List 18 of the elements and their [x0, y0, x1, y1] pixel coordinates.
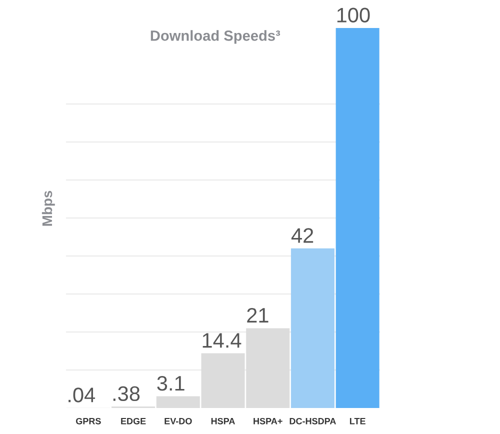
- y-axis-title: Mbps: [42, 190, 55, 226]
- x-tick-label: HSPA: [211, 418, 235, 424]
- x-tick-label: EV-DO: [164, 418, 192, 424]
- data-label: .04: [68, 388, 96, 402]
- x-tick-label: DC-HSDPA: [290, 418, 336, 424]
- bar: [290, 248, 334, 408]
- x-tick-label: HSPA+: [254, 418, 282, 424]
- data-label: 14.4: [202, 333, 242, 348]
- x-tick-label: LTE: [350, 418, 366, 424]
- data-label: 21: [247, 308, 268, 322]
- data-label: .38: [113, 386, 140, 402]
- x-tick-label: EDGE: [121, 418, 146, 424]
- x-tick-label: GPRS: [76, 418, 101, 424]
- bar: [336, 28, 380, 408]
- data-label: 100: [337, 8, 370, 22]
- data-label: 3.1: [157, 376, 184, 391]
- data-label: 42: [291, 228, 314, 243]
- chart-title: Download Speeds³: [150, 30, 280, 44]
